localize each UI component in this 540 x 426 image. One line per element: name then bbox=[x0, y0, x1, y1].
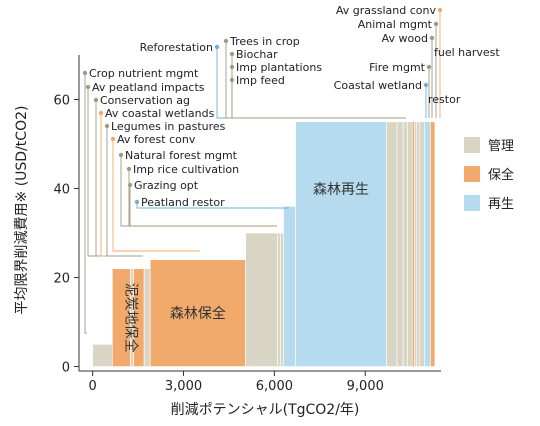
callout-label: Natural forest mgmt bbox=[125, 149, 238, 162]
bar-12 bbox=[396, 121, 404, 367]
x-tick-label: 0 bbox=[88, 379, 96, 394]
x-tick-label: 9,000 bbox=[347, 379, 384, 394]
bar-7 bbox=[277, 232, 281, 367]
legend-label: 管理 bbox=[488, 139, 514, 154]
axes-group bbox=[78, 55, 441, 372]
bars-group bbox=[92, 121, 436, 367]
x-tick-label: 6,000 bbox=[256, 379, 293, 394]
callout-label: restor bbox=[428, 93, 461, 106]
callout-label: Biochar bbox=[236, 48, 278, 61]
callout-leader bbox=[129, 185, 277, 227]
callout-lines-group bbox=[82, 7, 443, 334]
bar-9 bbox=[283, 206, 296, 367]
bar-19 bbox=[424, 121, 431, 367]
bar-6 bbox=[245, 232, 278, 367]
bar-18 bbox=[419, 121, 425, 367]
callout-label: fuel harvest bbox=[434, 46, 500, 59]
bar-label: 森林保全 bbox=[170, 305, 226, 322]
bar-labels-group: 泥炭地保全 森林保全 森林再生 bbox=[122, 182, 369, 353]
x-tick-label: 3,000 bbox=[165, 379, 202, 394]
legend-label: 再生 bbox=[488, 197, 514, 212]
callout-label: Av forest conv bbox=[117, 133, 196, 146]
bar-20 bbox=[430, 121, 436, 367]
callout-leader bbox=[112, 139, 200, 252]
y-axis-title: 平均限界削減費用※ (USD/tCO2) bbox=[13, 106, 30, 315]
bar-8 bbox=[280, 232, 284, 367]
callout-label: Imp feed bbox=[236, 74, 285, 87]
callout-label: Av peatland impacts bbox=[92, 81, 205, 94]
bar-16 bbox=[414, 121, 418, 367]
bar-10 bbox=[295, 121, 387, 367]
callout-leader bbox=[136, 202, 289, 209]
x-axis-title: 削減ポテンシャル(TgCO2/年) bbox=[171, 401, 360, 418]
legend-swatch-management bbox=[464, 137, 480, 153]
bar-label: 森林再生 bbox=[313, 182, 369, 198]
legend-swatch-restoration bbox=[464, 195, 480, 211]
bar-11 bbox=[386, 121, 398, 367]
y-tick-label: 60 bbox=[53, 94, 70, 109]
callout-leader bbox=[84, 73, 87, 334]
y-tick-label: 40 bbox=[53, 183, 70, 198]
legend-swatch-conservation bbox=[464, 166, 480, 182]
bar-14 bbox=[407, 121, 413, 367]
callout-label: Av grassland conv bbox=[336, 4, 437, 17]
y-tick-label: 0 bbox=[62, 361, 70, 376]
callout-label: Av coastal wetlands bbox=[105, 107, 215, 120]
callout-leader bbox=[231, 80, 406, 119]
callout-label: Peatland restor bbox=[141, 196, 225, 209]
bar-0 bbox=[92, 343, 113, 367]
callout-label: Imp rice cultivation bbox=[133, 163, 239, 176]
callout-label: Fire mgmt bbox=[369, 61, 426, 74]
callout-label: Legumes in pastures bbox=[111, 120, 226, 133]
bar-label-peatland: 泥炭地保全 bbox=[122, 283, 139, 353]
bar-4 bbox=[143, 268, 151, 367]
callout-label: Animal mgmt bbox=[358, 18, 433, 31]
callout-label: Trees in crop bbox=[229, 35, 300, 48]
y-tick-label: 20 bbox=[53, 272, 70, 287]
callout-label: Imp plantations bbox=[236, 61, 322, 74]
callout-label: Av wood bbox=[382, 32, 428, 45]
bar-13 bbox=[402, 121, 408, 367]
callout-label: Reforestation bbox=[140, 41, 213, 54]
bar-5 bbox=[149, 259, 246, 367]
callout-leader bbox=[106, 126, 143, 257]
bar-15 bbox=[411, 121, 415, 367]
callout-label: Conservation ag bbox=[100, 94, 190, 107]
ticks-group: 0 3,000 6,000 9,000 0 20 40 60 bbox=[53, 94, 383, 394]
callout-label: Coastal wetland bbox=[334, 79, 422, 92]
callout-label: Crop nutrient mgmt bbox=[89, 67, 199, 80]
legend-label: 保全 bbox=[488, 167, 514, 183]
callout-label: Grazing opt bbox=[134, 179, 199, 192]
bar-17 bbox=[416, 121, 421, 367]
